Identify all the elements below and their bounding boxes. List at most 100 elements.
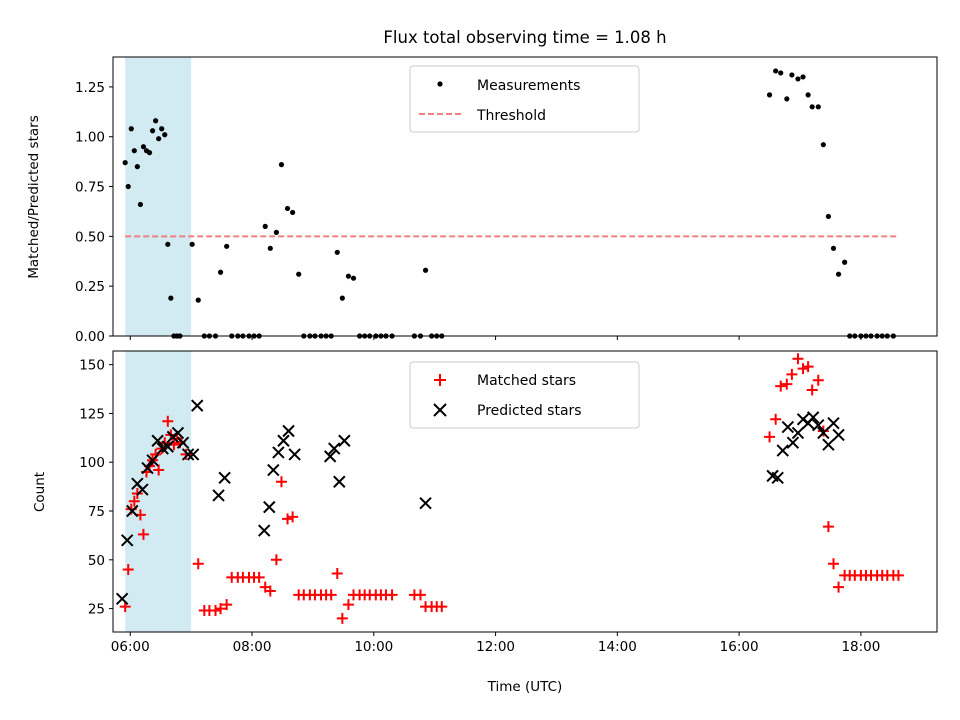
measurement-point xyxy=(217,269,224,275)
predicted-star-point xyxy=(776,444,789,457)
legend-measurements-marker xyxy=(437,81,443,87)
predicted-star-point xyxy=(832,428,845,442)
measurement-point xyxy=(125,183,131,190)
predicted-star-point xyxy=(212,489,225,502)
measurement-point xyxy=(146,150,153,156)
matched-star-point xyxy=(414,589,426,601)
matched-star-point xyxy=(137,528,149,540)
measurement-point xyxy=(820,142,826,148)
top-ytick-label: 0.75 xyxy=(75,180,105,196)
predicted-star-point xyxy=(161,440,175,453)
predicted-star-point xyxy=(267,463,280,477)
legend-predicted-marker xyxy=(433,403,447,417)
measurement-point xyxy=(809,104,815,110)
predicted-star-point xyxy=(186,448,200,461)
bottom-axis-ticks: 25 50 75 100 125 150 06:00 08:00 10:00 12:00 14:00… xyxy=(79,358,880,655)
observation-span xyxy=(125,57,192,336)
predicted-star-point xyxy=(338,434,351,447)
predicted-star-point xyxy=(151,434,164,447)
matched-star-point xyxy=(827,558,839,570)
top-ytick-label: 0.25 xyxy=(75,279,105,295)
matched-star-point xyxy=(812,374,824,386)
bottom-observation-span xyxy=(125,351,192,632)
measurement-point xyxy=(784,96,790,102)
predicted-star-point xyxy=(827,416,840,430)
measurement-point xyxy=(131,148,137,154)
measurement-point xyxy=(168,295,174,301)
measurement-point xyxy=(773,68,779,74)
predicted-star-point xyxy=(257,524,271,537)
predicted-star-point xyxy=(328,442,341,455)
bottom-y-axis-label: Count xyxy=(32,472,48,512)
bottom-ytick-label: 25 xyxy=(88,602,105,618)
matched-star-point xyxy=(386,589,398,601)
bottom-panel: 25 50 75 100 125 150 06:00 08:00 10:00 12:00 14:00… xyxy=(32,350,938,695)
measurement-point xyxy=(137,201,143,208)
measurement-point xyxy=(800,74,806,80)
top-panel: 0.00 0.25 0.50 0.75 1.00 1.25 Matched/Predict… xyxy=(26,56,938,345)
matched-star-point xyxy=(275,476,287,488)
matched-star-point xyxy=(282,513,294,525)
bottom-ytick-label: 100 xyxy=(79,455,105,471)
measurement-point xyxy=(262,223,268,229)
measurement-point xyxy=(842,259,848,265)
matched-star-point xyxy=(331,567,343,579)
measurement-point xyxy=(128,126,134,132)
predicted-star-point xyxy=(115,592,129,606)
matched-star-point xyxy=(287,511,299,523)
matched-star-point xyxy=(270,554,282,566)
matched-star-point xyxy=(775,380,787,392)
predicted-star-point xyxy=(120,534,134,547)
predicted-star-point xyxy=(126,504,139,518)
bottom-ytick-label: 50 xyxy=(88,553,105,569)
top-y-axis-label: Matched/Predicted stars xyxy=(26,115,42,278)
predicted-star-point xyxy=(277,434,290,447)
matched-star-point xyxy=(806,384,818,396)
predicted-star-point xyxy=(781,420,795,434)
predicted-star-point xyxy=(806,411,820,424)
top-legend-box xyxy=(409,65,640,133)
predicted-star-point xyxy=(333,475,346,488)
matched-star-point xyxy=(786,368,798,380)
predicted-star-point xyxy=(146,454,159,467)
measurement-point xyxy=(766,92,773,98)
predicted-star-point xyxy=(771,471,784,485)
predicted-star-point xyxy=(419,497,432,510)
bottom-ytick-label: 75 xyxy=(88,504,105,520)
predicted-star-point xyxy=(181,448,195,461)
matched-star-point xyxy=(792,353,804,365)
measurement-point xyxy=(789,72,795,78)
matched-star-point xyxy=(764,431,776,443)
measurement-point xyxy=(140,144,147,150)
predicted-star-point xyxy=(323,450,337,463)
measurement-point xyxy=(189,241,195,247)
predicted-star-point xyxy=(218,471,231,485)
matched-star-point xyxy=(770,413,782,425)
predicted-star-point xyxy=(817,426,830,440)
matched-star-point xyxy=(336,612,348,624)
measurement-point xyxy=(162,132,168,138)
predicted-star-point xyxy=(786,436,800,449)
xtick-label: 18:00 xyxy=(841,639,880,655)
xtick-label: 16:00 xyxy=(720,639,759,655)
measurement-point xyxy=(134,164,140,170)
measurement-point xyxy=(273,229,279,235)
xtick-label: 12:00 xyxy=(476,639,515,655)
predicted-stars-points xyxy=(115,399,845,606)
measurement-point xyxy=(339,295,345,301)
matched-star-point xyxy=(128,495,140,507)
matched-star-point xyxy=(833,581,845,593)
matched-star-point xyxy=(122,564,134,576)
predicted-star-point xyxy=(136,483,149,496)
legend-threshold-label: Threshold xyxy=(476,108,546,124)
matched-star-point xyxy=(253,571,265,583)
measurement-point xyxy=(815,104,821,110)
top-observation-span xyxy=(125,57,192,336)
legend-measurements-label: Measurements xyxy=(477,78,580,94)
matched-star-point xyxy=(802,361,814,373)
measurement-point xyxy=(825,213,832,220)
matched-star-point xyxy=(325,589,337,601)
bottom-legend-box xyxy=(409,361,640,429)
predicted-star-point xyxy=(791,426,805,440)
